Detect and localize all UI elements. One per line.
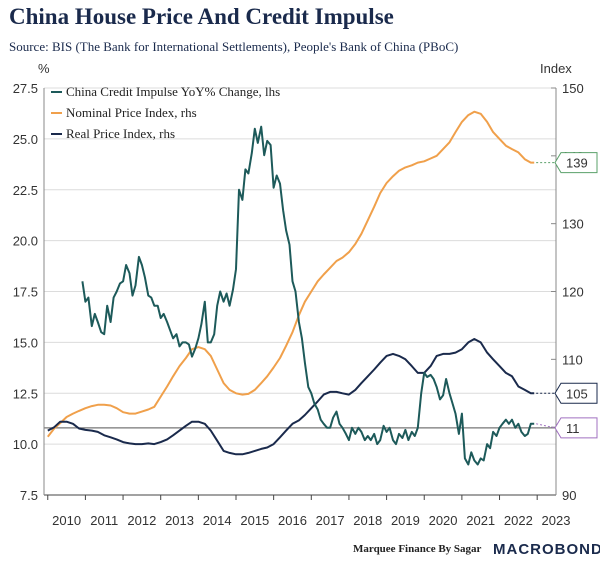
y-left-tick-label: 20.0 <box>13 234 38 249</box>
legend-label: China Credit Impulse YoY% Change, lhs <box>66 84 280 99</box>
y-left-tick-label: 10.0 <box>13 437 38 452</box>
y-right-tick-label: 120 <box>562 285 584 300</box>
x-tick-label: 2018 <box>353 513 382 528</box>
gridlines <box>44 87 556 496</box>
series-lines <box>47 110 535 466</box>
y-left-tick-label: 7.5 <box>20 488 38 503</box>
tick-labels: 7.510.012.515.017.520.022.525.027.590100… <box>13 81 584 528</box>
y-right-tick-label: 90 <box>562 488 576 503</box>
series-line <box>47 110 535 438</box>
end-label-value: 11 <box>566 421 580 436</box>
legend: China Credit Impulse YoY% Change, lhs Nom… <box>51 84 280 141</box>
series-line <box>47 338 535 456</box>
chart-title: China House Price And Credit Impulse <box>9 4 394 29</box>
end-label-box <box>554 417 598 439</box>
series-line <box>81 125 535 466</box>
end-label-value: 105 <box>566 386 588 401</box>
y-right-tick-label: 130 <box>562 217 584 232</box>
x-tick-label: 2010 <box>52 513 81 528</box>
y-left-tick-label: 12.5 <box>13 386 38 401</box>
chart-subtitle: Source: BIS (The Bank for International … <box>9 39 459 54</box>
x-tick-label: 2022 <box>504 513 533 528</box>
x-tick-label: 2017 <box>316 513 345 528</box>
y-right-tick-label: 110 <box>562 352 583 367</box>
axes <box>43 87 557 500</box>
end-label-box <box>554 382 598 404</box>
end-label-leader <box>536 423 556 429</box>
footer-credit: Marquee Finance By Sagar <box>353 543 482 555</box>
x-tick-label: 2015 <box>240 513 269 528</box>
x-tick-label: 2011 <box>90 513 118 528</box>
y-left-tick-label: 17.5 <box>13 285 38 300</box>
y-right-tick-label: 150 <box>562 81 584 96</box>
x-tick-label: 2012 <box>127 513 156 528</box>
x-tick-label: 2016 <box>278 513 307 528</box>
x-tick-label: 2019 <box>391 513 420 528</box>
end-label-value: 139 <box>566 156 588 171</box>
end-labels: 139 105 11 <box>536 152 598 439</box>
end-label-box <box>554 152 598 174</box>
y-left-tick-label: 15.0 <box>13 335 38 350</box>
right-axis-unit-label: Index <box>540 61 572 76</box>
left-axis-unit-label: % <box>38 61 50 76</box>
x-tick-label: 2023 <box>542 513 571 528</box>
y-left-tick-label: 22.5 <box>13 183 38 198</box>
x-tick-label: 2014 <box>203 513 232 528</box>
x-tick-label: 2020 <box>429 513 458 528</box>
footer-brand: MACROBOND <box>493 541 600 558</box>
y-left-tick-label: 27.5 <box>13 81 38 96</box>
y-left-tick-label: 25.0 <box>13 132 38 147</box>
x-tick-label: 2021 <box>466 513 495 528</box>
x-tick-label: 2013 <box>165 513 194 528</box>
legend-label: Nominal Price Index, rhs <box>66 105 197 120</box>
legend-label: Real Price Index, rhs <box>66 126 175 141</box>
